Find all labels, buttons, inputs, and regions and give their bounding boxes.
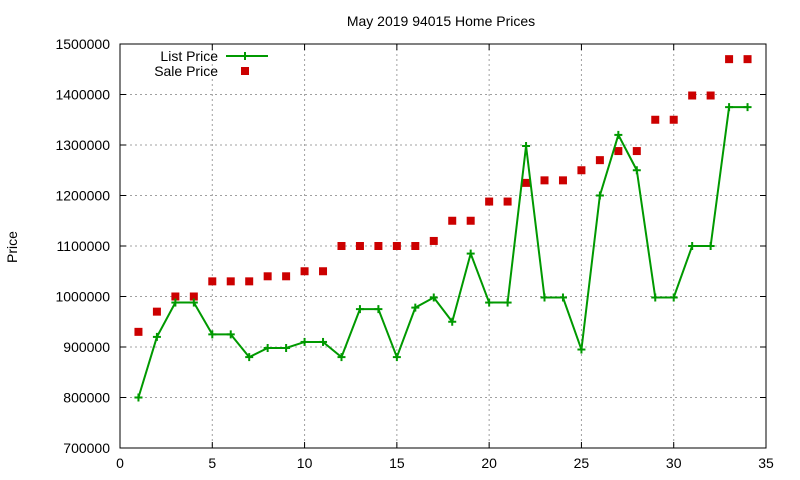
sale-price-point [300, 267, 309, 276]
list-price-point [522, 142, 531, 151]
sale-price-point [743, 55, 752, 64]
list-price-point [614, 130, 623, 139]
sale-price-point [319, 267, 328, 276]
sale-price-point [429, 236, 438, 245]
list-price-point [411, 303, 420, 312]
sale-price-point [651, 115, 660, 124]
y-axis-label: Price [4, 231, 20, 263]
sale-price-point [337, 242, 346, 250]
y-tick-label: 1000000 [55, 289, 110, 305]
x-tick-label: 35 [758, 455, 774, 471]
series-layer [134, 55, 752, 402]
x-tick-label: 30 [666, 455, 682, 471]
list-price-point [466, 249, 475, 258]
sale-price-point [208, 277, 217, 286]
list-price-point [725, 103, 734, 112]
series-sale-price [134, 55, 752, 336]
y-tick-label: 1200000 [55, 188, 110, 204]
sale-price-point [134, 327, 143, 336]
grid [120, 44, 766, 448]
list-price-point [577, 345, 586, 354]
sale-price-point [263, 272, 272, 281]
list-price-point [134, 393, 143, 402]
list-price-point [152, 332, 161, 341]
sale-price-point [503, 197, 512, 206]
list-price-point [319, 337, 328, 346]
list-price-point [540, 293, 549, 302]
sale-price-point [189, 292, 198, 301]
list-price-point [485, 298, 494, 307]
chart-title: May 2019 94015 Home Prices [347, 13, 535, 29]
sale-price-point [226, 277, 235, 286]
sale-price-point [595, 156, 604, 165]
list-price-point [706, 242, 715, 250]
list-price-point [189, 298, 198, 307]
list-price-point [632, 166, 641, 175]
x-tick-label: 25 [574, 455, 590, 471]
list-price-point [558, 293, 567, 302]
list-price-point [282, 344, 291, 353]
sale-price-point [522, 178, 531, 187]
axis-ticks: 0 5 10 15 20 25 30 35 700000 800000 900000 1000000 1… [55, 36, 774, 471]
sale-price-point [558, 176, 567, 185]
sale-price-point [485, 197, 494, 206]
list-price-point [503, 298, 512, 307]
sale-price-point [688, 91, 697, 100]
y-tick-label: 700000 [63, 440, 110, 456]
list-price-point [392, 353, 401, 362]
legend-label-list-price: List Price [160, 48, 218, 64]
legend-marker-list-price [241, 52, 249, 60]
list-price-point [688, 242, 697, 250]
sale-price-point [577, 166, 586, 175]
x-tick-label: 5 [208, 455, 216, 471]
y-tick-label: 1300000 [55, 137, 110, 153]
list-price-point [374, 305, 383, 314]
list-price-point [171, 298, 180, 307]
list-price-point [743, 103, 752, 112]
list-price-point [429, 293, 438, 302]
sale-price-point [374, 242, 383, 250]
sale-price-point [466, 216, 475, 225]
list-price-point [669, 293, 678, 302]
y-tick-label: 900000 [63, 339, 110, 355]
sale-price-point [171, 292, 180, 301]
sale-price-point [245, 277, 254, 286]
x-tick-label: 0 [116, 455, 124, 471]
list-price-line [137, 106, 748, 398]
sale-price-point [448, 216, 457, 225]
series-list-price [134, 103, 752, 402]
list-price-point [651, 293, 660, 302]
sale-price-point [632, 147, 641, 156]
legend: List Price Sale Price [154, 48, 268, 79]
sale-price-point [392, 242, 401, 250]
sale-price-point [540, 176, 549, 185]
sale-price-point [152, 307, 161, 316]
legend-marker-sale-price [241, 67, 249, 75]
sale-price-point [282, 272, 291, 281]
y-tick-label: 1400000 [55, 87, 110, 103]
sale-price-point [706, 91, 715, 100]
y-tick-label: 1100000 [57, 238, 111, 254]
list-price-point [263, 344, 272, 353]
sale-price-point [355, 242, 364, 250]
list-price-point [595, 191, 604, 200]
list-price-point [448, 317, 457, 326]
sale-price-point [669, 115, 678, 124]
list-price-point [245, 353, 254, 362]
sale-price-point [614, 147, 623, 156]
sale-price-point [411, 242, 420, 250]
sale-price-point [725, 55, 734, 64]
x-tick-label: 10 [297, 455, 313, 471]
list-price-point [208, 330, 217, 339]
list-price-point [337, 353, 346, 362]
x-tick-label: 15 [389, 455, 405, 471]
list-price-point [355, 305, 364, 314]
x-tick-label: 20 [481, 455, 497, 471]
y-tick-label: 1500000 [55, 36, 110, 52]
list-price-point [300, 337, 309, 346]
y-tick-label: 800000 [63, 390, 110, 406]
legend-label-sale-price: Sale Price [154, 63, 218, 79]
list-price-point [226, 330, 235, 339]
